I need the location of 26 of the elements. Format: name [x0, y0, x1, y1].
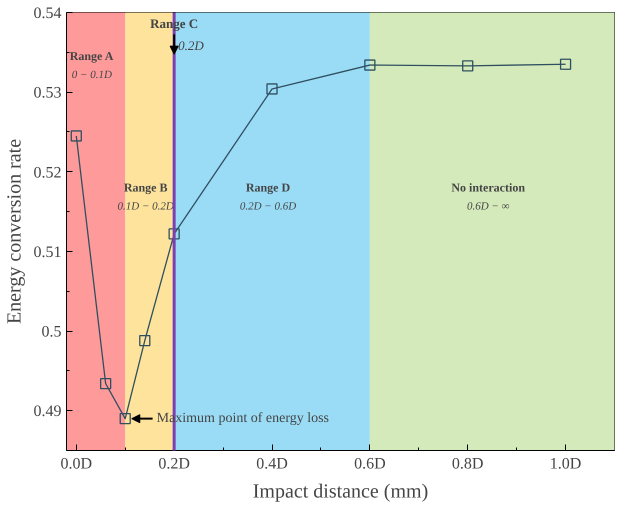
x-tick-label: 0.6D [354, 456, 386, 472]
y-tick-label: 0.54 [34, 5, 62, 22]
x-tick-label: 0.0D [60, 456, 92, 472]
point [462, 60, 474, 72]
point [100, 378, 112, 390]
band-label: No interaction 0.6D − ∞ [451, 180, 526, 212]
point [364, 59, 376, 71]
band-label: Range A 0 − 0.1D [70, 49, 114, 82]
x-tick-label: 0.2D [158, 456, 190, 472]
point [266, 83, 278, 95]
y-tick-label: 0.5 [42, 324, 62, 341]
y-tick-label: 0.51 [34, 244, 62, 261]
x-axis-title: Impact distance (mm) [252, 480, 428, 502]
y-tick-label: 0.53 [34, 84, 62, 102]
x-tick-label: 1.0D [550, 456, 582, 472]
point [139, 334, 150, 346]
x-tick-label: 0.8D [452, 456, 484, 472]
point [168, 228, 180, 240]
point [120, 412, 131, 424]
point [70, 130, 82, 142]
point [560, 58, 572, 70]
y-tick-label: 0.52 [34, 164, 62, 182]
y-tick-label: 0.49 [34, 403, 62, 420]
x-tick-label: 0.4D [256, 456, 288, 472]
band-label: Range D 0.2D − 0.6D [240, 180, 296, 212]
y-axis-title: Energy conversion rate [4, 138, 26, 324]
